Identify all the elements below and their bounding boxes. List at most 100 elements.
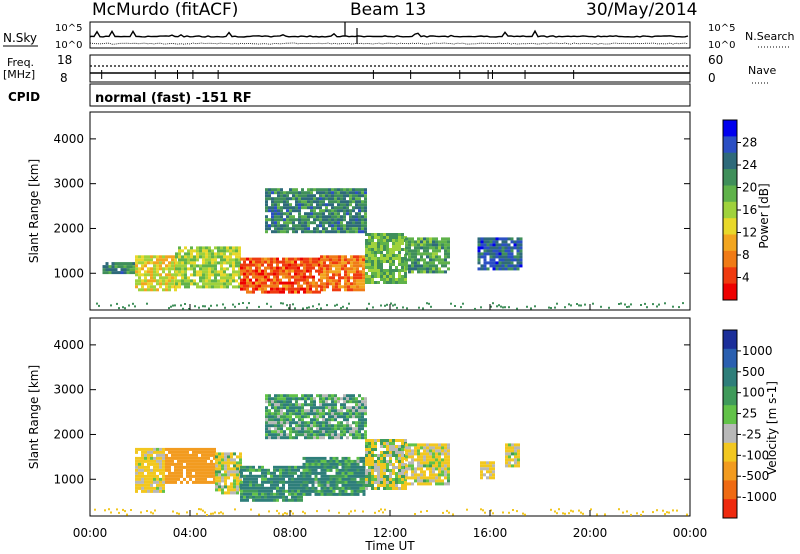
data-cell — [332, 273, 335, 277]
data-cell — [392, 469, 395, 472]
data-cell — [384, 304, 386, 307]
data-cell — [513, 258, 517, 262]
data-cell — [276, 284, 279, 288]
data-cell — [283, 224, 286, 228]
data-cell — [156, 483, 159, 487]
data-cell — [426, 237, 429, 241]
data-cell — [338, 480, 342, 484]
data-cell — [323, 285, 326, 289]
data-cell — [423, 443, 426, 447]
data-cell — [264, 269, 267, 273]
data-cell — [346, 430, 349, 434]
data-cell — [492, 470, 495, 474]
data-cell — [519, 252, 523, 256]
data-cell — [186, 480, 189, 484]
data-cell — [138, 468, 141, 472]
data-cell — [318, 284, 321, 288]
data-cell — [312, 281, 315, 285]
data-cell — [329, 480, 333, 484]
data-cell — [420, 510, 422, 513]
data-cell — [168, 471, 171, 475]
data-cell — [347, 462, 351, 466]
data-cell — [180, 468, 183, 472]
data-cell — [300, 483, 303, 487]
data-cell — [184, 282, 187, 286]
data-cell — [340, 427, 343, 431]
data-cell — [309, 281, 312, 285]
data-cell — [276, 465, 279, 469]
data-cell — [226, 276, 229, 280]
data-cell — [217, 273, 220, 277]
data-cell — [289, 206, 292, 210]
data-cell — [352, 206, 355, 210]
data-cell — [289, 424, 292, 428]
data-cell — [429, 270, 432, 274]
data-cell — [286, 209, 289, 213]
data-cell — [235, 261, 238, 265]
data-cell — [441, 449, 444, 453]
data-cell — [162, 483, 165, 487]
data-cell — [340, 406, 343, 410]
data-cell — [283, 397, 286, 401]
data-cell — [358, 421, 361, 425]
data-cell — [305, 477, 309, 481]
data-cell — [211, 267, 214, 271]
data-cell — [232, 258, 235, 262]
data-cell — [240, 468, 243, 472]
data-cell — [270, 483, 273, 487]
data-cell — [249, 483, 252, 487]
data-cell — [404, 478, 407, 481]
data-cell — [353, 483, 357, 487]
station-title: McMurdo (fitACF) — [92, 0, 238, 20]
data-cell — [277, 397, 280, 401]
data-cell — [239, 476, 242, 480]
data-cell — [444, 467, 447, 471]
data-cell — [401, 457, 404, 460]
data-cell — [338, 471, 342, 475]
data-cell — [233, 485, 236, 489]
data-cell — [389, 278, 392, 281]
data-cell — [226, 273, 229, 277]
data-cell — [246, 495, 249, 499]
data-cell — [358, 221, 361, 225]
data-cell — [435, 446, 438, 450]
data-cell — [320, 261, 323, 265]
data-cell — [286, 397, 289, 401]
data-cell — [150, 483, 153, 487]
data-cell — [411, 240, 414, 244]
data-cell — [298, 194, 301, 198]
data-cell — [344, 468, 348, 472]
data-cell — [159, 276, 162, 280]
data-cell — [162, 465, 165, 469]
data-cell — [146, 510, 148, 512]
data-cell — [310, 412, 313, 416]
data-cell — [371, 445, 374, 448]
data-cell — [426, 243, 429, 247]
data-cell — [353, 471, 357, 475]
data-cell — [261, 290, 264, 294]
data-cell — [337, 227, 340, 231]
data-cell — [334, 304, 336, 307]
data-cell — [156, 264, 159, 268]
data-cell — [371, 442, 374, 445]
data-cell — [414, 470, 417, 474]
data-cell — [144, 258, 147, 262]
data-cell — [236, 488, 239, 492]
data-cell — [258, 498, 261, 502]
data-cell — [193, 258, 196, 262]
data-cell — [313, 209, 316, 213]
data-cell — [483, 258, 487, 262]
data-cell — [277, 206, 280, 210]
data-cell — [314, 477, 318, 481]
colorbar-tick-label: 28 — [742, 136, 757, 150]
data-cell — [358, 406, 361, 410]
data-cell — [267, 495, 270, 499]
data-cell — [519, 249, 523, 253]
data-cell — [398, 260, 401, 263]
data-cell — [301, 394, 304, 398]
data-cell — [392, 236, 395, 239]
data-cell — [320, 468, 324, 472]
data-cell — [313, 230, 316, 234]
data-cell — [361, 433, 364, 437]
